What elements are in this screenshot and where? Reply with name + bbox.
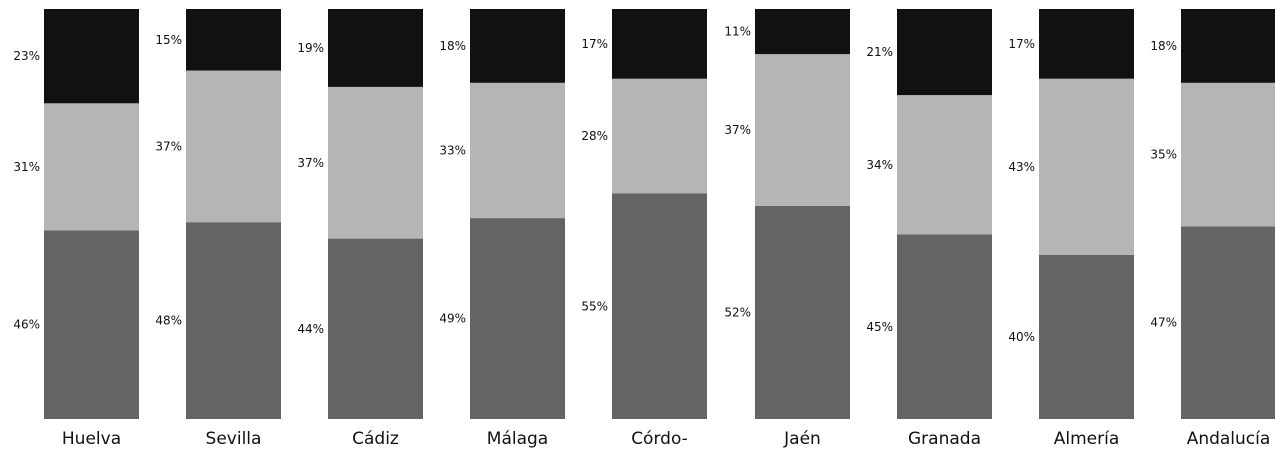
bar-segment-jaen-1	[755, 54, 850, 206]
category-label-jaen: Jaén	[783, 429, 821, 449]
value-label-andalucia-0: 47%	[1150, 316, 1177, 330]
bar-segment-cordo-2	[612, 9, 707, 79]
value-label-granada-0: 45%	[866, 320, 893, 334]
category-label-andalucia: Andalucía	[1187, 429, 1271, 449]
bar-segment-cordo-0	[612, 193, 707, 419]
bar-segment-sevilla-2	[186, 9, 281, 71]
bar-segment-cadiz-1	[328, 86, 423, 239]
value-label-andalucia-1: 35%	[1150, 148, 1177, 162]
value-label-jaen-1: 37%	[724, 123, 751, 137]
bar-segment-almeria-1	[1039, 78, 1134, 255]
bar-segment-huelva-0	[44, 230, 139, 419]
value-label-malaga-1: 33%	[439, 143, 466, 157]
bar-segment-jaen-0	[755, 205, 850, 419]
category-label-cordo: Córdo-	[631, 429, 688, 449]
bar-segment-andalucia-1	[1181, 82, 1275, 227]
value-label-cordo-2: 17%	[581, 37, 608, 51]
value-label-cadiz-2: 19%	[297, 41, 324, 55]
value-label-cadiz-0: 44%	[297, 322, 324, 336]
bar-segment-granada-1	[897, 95, 992, 235]
bar-segment-sevilla-0	[186, 222, 281, 419]
bar-segment-malaga-1	[470, 82, 565, 219]
value-label-sevilla-2: 15%	[155, 33, 182, 47]
value-label-malaga-2: 18%	[439, 39, 466, 53]
bar-segment-andalucia-0	[1181, 226, 1275, 419]
value-label-huelva-2: 23%	[13, 49, 40, 63]
value-label-huelva-1: 31%	[13, 160, 40, 174]
value-label-granada-1: 34%	[866, 158, 893, 172]
value-label-cordo-0: 55%	[581, 299, 608, 313]
value-label-almeria-0: 40%	[1008, 330, 1035, 344]
category-label-granada: Granada	[908, 429, 981, 449]
bar-segment-huelva-2	[44, 9, 139, 104]
value-label-almeria-2: 17%	[1008, 37, 1035, 51]
value-label-sevilla-1: 37%	[155, 139, 182, 153]
value-label-huelva-0: 46%	[13, 318, 40, 332]
value-label-sevilla-0: 48%	[155, 314, 182, 328]
value-label-jaen-0: 52%	[724, 305, 751, 319]
bar-segment-cadiz-2	[328, 9, 423, 87]
bar-segment-huelva-1	[44, 103, 139, 231]
bar-segment-granada-0	[897, 234, 992, 419]
bar-segment-almeria-0	[1039, 255, 1134, 419]
bar-segment-sevilla-1	[186, 70, 281, 223]
value-label-almeria-1: 43%	[1008, 160, 1035, 174]
value-label-cadiz-1: 37%	[297, 156, 324, 170]
bar-segment-malaga-0	[470, 218, 565, 419]
bar-segment-cordo-1	[612, 78, 707, 194]
value-label-cordo-1: 28%	[581, 129, 608, 143]
category-label-cadiz: Cádiz	[352, 429, 399, 449]
category-label-malaga: Málaga	[487, 429, 548, 449]
value-label-jaen-2: 11%	[724, 25, 751, 39]
bar-segment-malaga-2	[470, 9, 565, 83]
bar-segment-jaen-2	[755, 9, 850, 55]
value-label-andalucia-2: 18%	[1150, 39, 1177, 53]
bar-segment-andalucia-2	[1181, 9, 1275, 83]
category-label-huelva: Huelva	[62, 429, 121, 449]
value-label-malaga-0: 49%	[439, 312, 466, 326]
bar-segment-granada-2	[897, 9, 992, 96]
bar-segment-cadiz-0	[328, 238, 423, 419]
category-label-almeria: Almería	[1054, 429, 1120, 449]
category-label-sevilla: Sevilla	[206, 429, 262, 449]
value-label-granada-2: 21%	[866, 45, 893, 59]
bar-segment-almeria-2	[1039, 9, 1134, 79]
